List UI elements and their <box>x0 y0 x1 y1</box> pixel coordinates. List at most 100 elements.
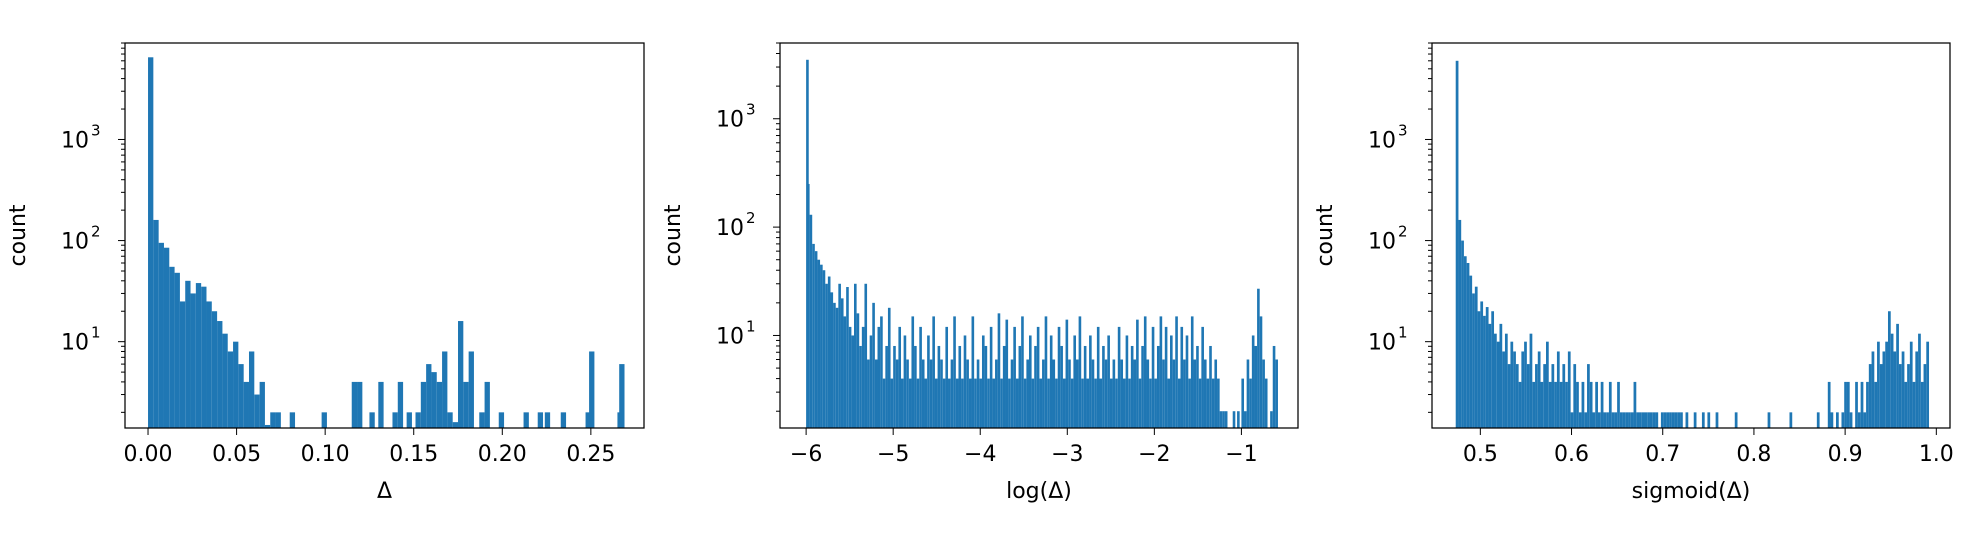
histogram-bar <box>1592 412 1596 428</box>
histogram-bar <box>397 381 404 428</box>
histogram-bar <box>1123 378 1126 428</box>
x-axis-label: log(Δ) <box>1006 479 1072 504</box>
axes-frame <box>779 42 1299 429</box>
histogram-bar <box>1483 315 1486 428</box>
y-tick-exponent: 3 <box>91 121 101 139</box>
histogram-bar <box>1515 364 1519 428</box>
histogram-bar <box>406 412 412 428</box>
histogram-bar <box>1551 364 1555 428</box>
histogram-bar <box>1510 341 1514 428</box>
histogram-bar <box>984 345 988 428</box>
histogram-bar <box>1008 378 1011 428</box>
histogram-bar <box>1652 412 1656 428</box>
histogram-bar <box>468 351 474 428</box>
histogram-bar <box>1143 316 1147 428</box>
histogram-bar <box>1249 378 1252 428</box>
histogram-bar <box>1463 256 1467 428</box>
histogram-bar <box>174 272 180 428</box>
histogram-bar <box>248 351 255 428</box>
histogram-bar <box>243 381 249 428</box>
histogram-bar <box>1524 341 1527 428</box>
histogram-bar <box>1219 411 1223 428</box>
histogram-bar <box>1633 381 1637 428</box>
histogram-bar <box>264 424 271 428</box>
histogram-bar <box>919 326 922 428</box>
histogram-bar <box>1707 412 1711 428</box>
histogram-bar <box>806 183 810 428</box>
y-tick-exponent: 2 <box>1398 223 1408 241</box>
x-tick-label: 0.6 <box>1554 442 1589 467</box>
histogram-bar <box>1502 351 1505 428</box>
histogram-bar <box>1272 345 1276 428</box>
histogram-bar <box>817 259 821 428</box>
histogram-bar <box>1595 381 1598 428</box>
histogram-bar <box>1526 364 1530 428</box>
y-tick-exponent: 1 <box>1398 324 1408 342</box>
histogram-bar <box>1458 219 1462 428</box>
histogram-bar <box>321 412 327 428</box>
histogram-bar <box>1628 412 1631 428</box>
histogram-bar <box>1159 316 1163 428</box>
axes-frame <box>124 42 645 429</box>
histogram-bar <box>1660 412 1664 428</box>
histogram-bar <box>1203 359 1207 428</box>
y-tick-label: 10 <box>61 331 89 356</box>
histogram-bar <box>1666 412 1670 428</box>
histogram-bar <box>1926 341 1930 428</box>
histogram-bar <box>961 378 964 428</box>
x-tick-label: −4 <box>964 442 996 467</box>
y-tick-label: 10 <box>1368 230 1396 255</box>
histogram-bar <box>867 359 870 428</box>
histogram-bar <box>1855 381 1858 428</box>
histogram-bar <box>1485 307 1489 428</box>
histogram-bar <box>908 378 912 428</box>
histogram-bar <box>206 301 212 428</box>
histogram-bar <box>426 364 432 428</box>
histogram-bar <box>1885 341 1888 428</box>
histogram-bar <box>169 266 175 428</box>
histogram-bar <box>1844 381 1847 428</box>
histogram-bar <box>1836 412 1839 428</box>
histogram-bar <box>1543 364 1546 428</box>
histogram-bar <box>259 381 265 428</box>
histogram-bar <box>1614 412 1618 428</box>
histogram-bar <box>1896 323 1899 428</box>
histogram-bar <box>812 243 815 428</box>
histogram-bar <box>822 270 826 428</box>
histogram-bar <box>1556 351 1560 428</box>
histogram-bar <box>1185 335 1189 428</box>
histogram-bar <box>1156 345 1160 428</box>
histogram-bar <box>1617 381 1620 428</box>
histogram-bar <box>254 394 260 428</box>
histogram-bar <box>929 359 933 428</box>
histogram-bar <box>1849 412 1853 428</box>
histogram-bar <box>1860 381 1864 428</box>
histogram-bar <box>864 283 868 428</box>
histogram-bar <box>1674 412 1678 428</box>
histogram-bar <box>1070 378 1074 428</box>
histogram-bar <box>1109 378 1113 428</box>
histogram-bar <box>1010 359 1014 428</box>
histogram-bar <box>895 359 899 428</box>
histogram-bar <box>1863 412 1867 428</box>
histogram-bars <box>806 59 1278 428</box>
histogram-bar <box>369 412 375 428</box>
histogram-bar <box>1641 412 1645 428</box>
histogram-bar <box>1499 323 1503 428</box>
histogram-bar <box>1164 326 1168 428</box>
histogram-bar <box>1529 333 1533 428</box>
histogram-bar <box>1890 333 1894 428</box>
histogram-bar <box>1188 378 1191 428</box>
histogram-bar <box>921 359 925 428</box>
histogram-bar <box>1275 359 1278 428</box>
x-axis-label: Δ <box>377 479 392 504</box>
histogram-bar <box>840 298 844 428</box>
y-tick-label: 10 <box>1368 331 1396 356</box>
histogram-bar <box>1128 378 1131 428</box>
histogram-bar <box>1507 364 1511 428</box>
histogram-bar <box>924 378 928 428</box>
histogram-bar <box>1047 378 1050 428</box>
histogram-bar <box>1901 351 1905 428</box>
histogram-bar <box>1002 345 1006 428</box>
histogram-bar <box>1172 359 1176 428</box>
